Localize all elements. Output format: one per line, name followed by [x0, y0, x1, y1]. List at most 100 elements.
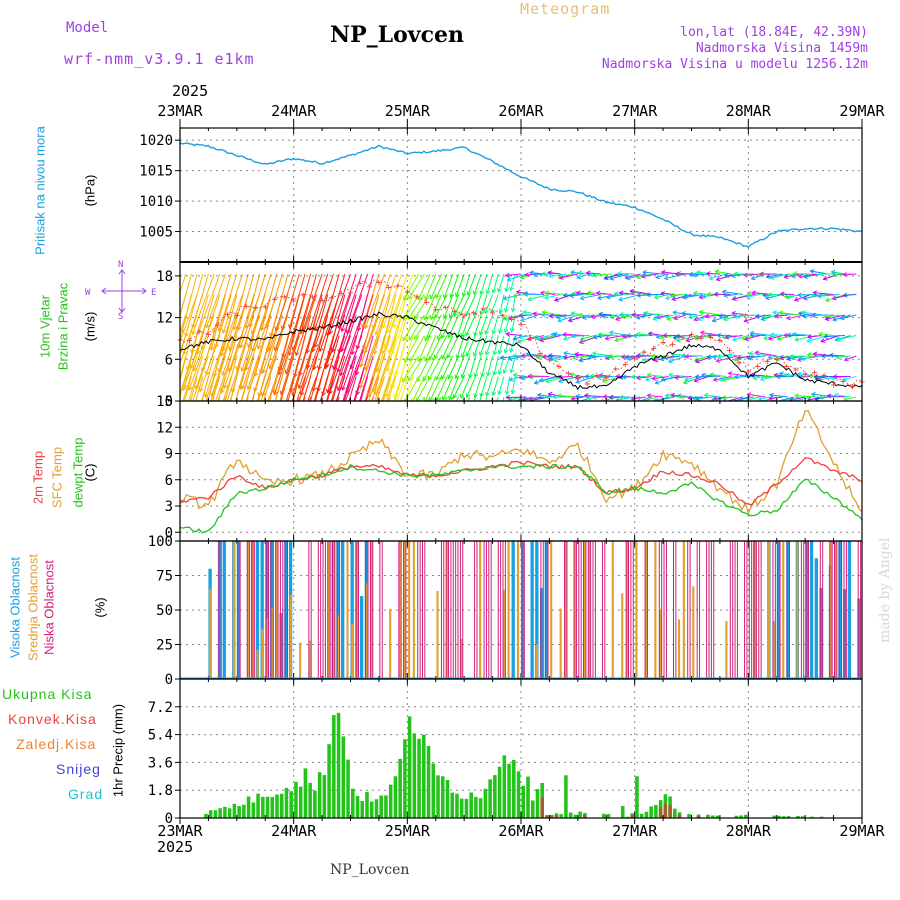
precip-bar — [242, 804, 246, 818]
precip-bar — [346, 759, 350, 818]
wind-gust-marker: + — [215, 320, 221, 331]
y-tick-label: 0 — [165, 811, 173, 827]
high-cloud-bar — [521, 541, 525, 679]
precip-bar — [800, 816, 805, 818]
conv-precip-bar — [630, 815, 634, 818]
wind-gust-marker: + — [745, 367, 751, 378]
high-cloud-bar — [511, 541, 515, 679]
conv-precip-bar — [549, 816, 554, 818]
high-cloud-bar — [544, 541, 548, 679]
x-tick-label-bottom: 28MAR — [726, 822, 772, 840]
wind-gust-marker: + — [594, 370, 600, 381]
precip-bar — [289, 791, 293, 818]
temperature-panel: 0 3 6 9 12 15 — [156, 394, 863, 541]
conv-precip-bar — [540, 796, 544, 818]
year-top: 2025 — [172, 82, 209, 100]
conv-precip-bar — [545, 816, 549, 818]
precip-bar — [440, 776, 445, 818]
compass-w: W — [85, 288, 91, 298]
precip-bar — [417, 738, 421, 818]
precip-bar — [393, 776, 398, 818]
high-cloud-bar — [805, 541, 809, 679]
precip-bar — [322, 775, 327, 818]
wind-name-label-2: Brzina i Pravac — [55, 282, 71, 371]
pressure-panel: 1005 1010 1015 1020 — [139, 128, 863, 262]
mid-cloud-bar — [772, 621, 775, 679]
precip-bar — [464, 798, 469, 818]
wind-gust-marker: + — [755, 361, 761, 372]
precip-bar — [488, 779, 492, 818]
precip-bar — [578, 811, 582, 818]
precip-bar — [526, 776, 530, 818]
conv-precip-bar — [554, 815, 559, 818]
low-cloud-bar — [578, 540, 582, 680]
wind-gust-marker: + — [499, 310, 505, 321]
mid-cloud-bar — [247, 541, 250, 679]
precip-bar — [294, 781, 298, 818]
snow-label: Snijeg — [56, 761, 101, 777]
x-tick-label-bottom: 26MAR — [498, 822, 544, 840]
low-cloud-bar — [734, 540, 738, 680]
y-tick-label: 12 — [156, 420, 173, 436]
wind-gust-marker: + — [698, 333, 704, 344]
precip-bar — [388, 784, 393, 818]
panel-frames — [179, 127, 863, 819]
y-tick-label: 1020 — [139, 133, 173, 149]
low-cloud-bar — [450, 540, 454, 680]
precip-bar — [275, 794, 279, 818]
wind-gust-marker: + — [442, 302, 448, 313]
mid-cloud-bar — [767, 541, 771, 679]
wind-name-label-1: 10m Vjetar — [37, 295, 53, 358]
wind-gust-marker: + — [366, 282, 372, 293]
precip-bar — [687, 813, 691, 818]
mid-cloud-bar — [625, 541, 629, 679]
high-cloud-bar — [336, 541, 340, 679]
wind-gust-marker: + — [622, 360, 628, 371]
wind-gust-marker: + — [186, 336, 192, 347]
high-cloud-bar — [809, 541, 814, 679]
precip-bar — [819, 816, 824, 818]
temp2m-label: 2m Temp — [30, 450, 46, 505]
precip-bar — [568, 812, 573, 818]
precip-bar — [673, 808, 677, 818]
precip-bar — [298, 786, 303, 818]
wind-gust-marker: + — [812, 368, 818, 379]
high-cloud-label: Visoka Oblacnost — [7, 557, 23, 658]
precip-bar — [706, 814, 710, 818]
compass-n: N — [118, 260, 124, 270]
mid-cloud-bar — [403, 541, 406, 679]
y-tick-label: 50 — [156, 603, 173, 619]
high-cloud-bar — [341, 541, 345, 679]
mid-cloud-bar — [659, 610, 662, 679]
pressure-unit-label: (hPa) — [82, 174, 98, 207]
mid-cloud-label: Srednja Oblacnost — [25, 554, 41, 661]
wind-gust-marker: + — [717, 335, 723, 346]
precip-bar — [426, 745, 431, 818]
wind-gust-marker: + — [490, 308, 496, 319]
wind-gust-marker: + — [357, 279, 363, 290]
precip-bar — [644, 811, 649, 818]
wind-gust-marker: + — [641, 347, 647, 358]
precip-bar — [431, 763, 436, 818]
hail-label: Grad — [68, 786, 104, 802]
high-cloud-bar — [819, 587, 823, 679]
low-cloud-bar — [673, 540, 677, 680]
precip-bar — [351, 788, 355, 818]
precip-bar — [606, 814, 611, 818]
wind-arrows — [180, 269, 857, 401]
panel-frame — [179, 400, 863, 542]
precip-bar — [374, 799, 379, 818]
precip-bar — [365, 791, 369, 818]
mid-cloud-bar — [611, 541, 614, 679]
precip-bar — [265, 796, 270, 818]
precip-bar — [213, 810, 218, 818]
mid-cloud-bar — [398, 541, 401, 679]
precip-bar — [535, 789, 540, 818]
wind-gust-marker: + — [480, 304, 486, 315]
temp-series-line — [179, 410, 863, 515]
low-cloud-bar — [483, 540, 487, 680]
precip-bar — [772, 815, 777, 818]
wind-gust-marker: + — [613, 364, 619, 375]
high-cloud-bar — [359, 596, 364, 679]
precip-bar — [474, 796, 478, 818]
